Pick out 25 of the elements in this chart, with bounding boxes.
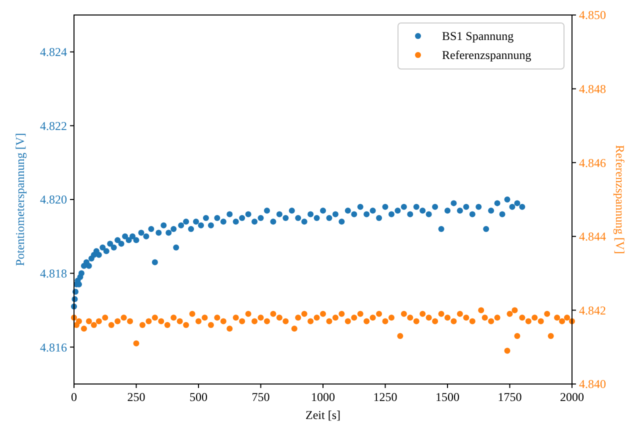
x-tick-label: 1500 (436, 390, 460, 404)
y-tick-label: 4.818 (40, 266, 67, 280)
y2-axis-title: Referenzspannung [V] (613, 145, 627, 254)
y2-tick-label: 4.846 (579, 156, 606, 170)
x-tick-label: 250 (127, 390, 146, 404)
y-tick-label: 4.824 (40, 45, 67, 60)
x-tick-label: 750 (252, 390, 270, 404)
x-tick-label: 2000 (560, 390, 584, 404)
x-tick-label: 0 (71, 390, 77, 404)
x-tick-label: 1000 (311, 390, 335, 404)
legend-label: BS1 Spannung (442, 29, 514, 44)
x-tick-label: 500 (190, 390, 208, 404)
legend-label: Referenzspannung (442, 48, 532, 62)
y2-tick-label: 4.842 (579, 303, 606, 318)
y-tick-label: 4.816 (40, 340, 67, 354)
x-tick-label: 1250 (373, 390, 398, 404)
y-axis-title: Potentiometerspannung [V] (13, 133, 27, 266)
y2-tick-label: 4.848 (579, 82, 606, 96)
y-tick-label: 4.820 (40, 192, 67, 207)
x-tick-label: 1750 (498, 390, 522, 404)
y2-tick-label: 4.850 (579, 8, 606, 22)
y2-tick-label: 4.844 (579, 230, 606, 244)
x-axis-title: Zeit [s] (306, 408, 340, 422)
y-tick-label: 4.822 (40, 118, 67, 133)
y2-tick-label: 4.840 (579, 377, 606, 392)
